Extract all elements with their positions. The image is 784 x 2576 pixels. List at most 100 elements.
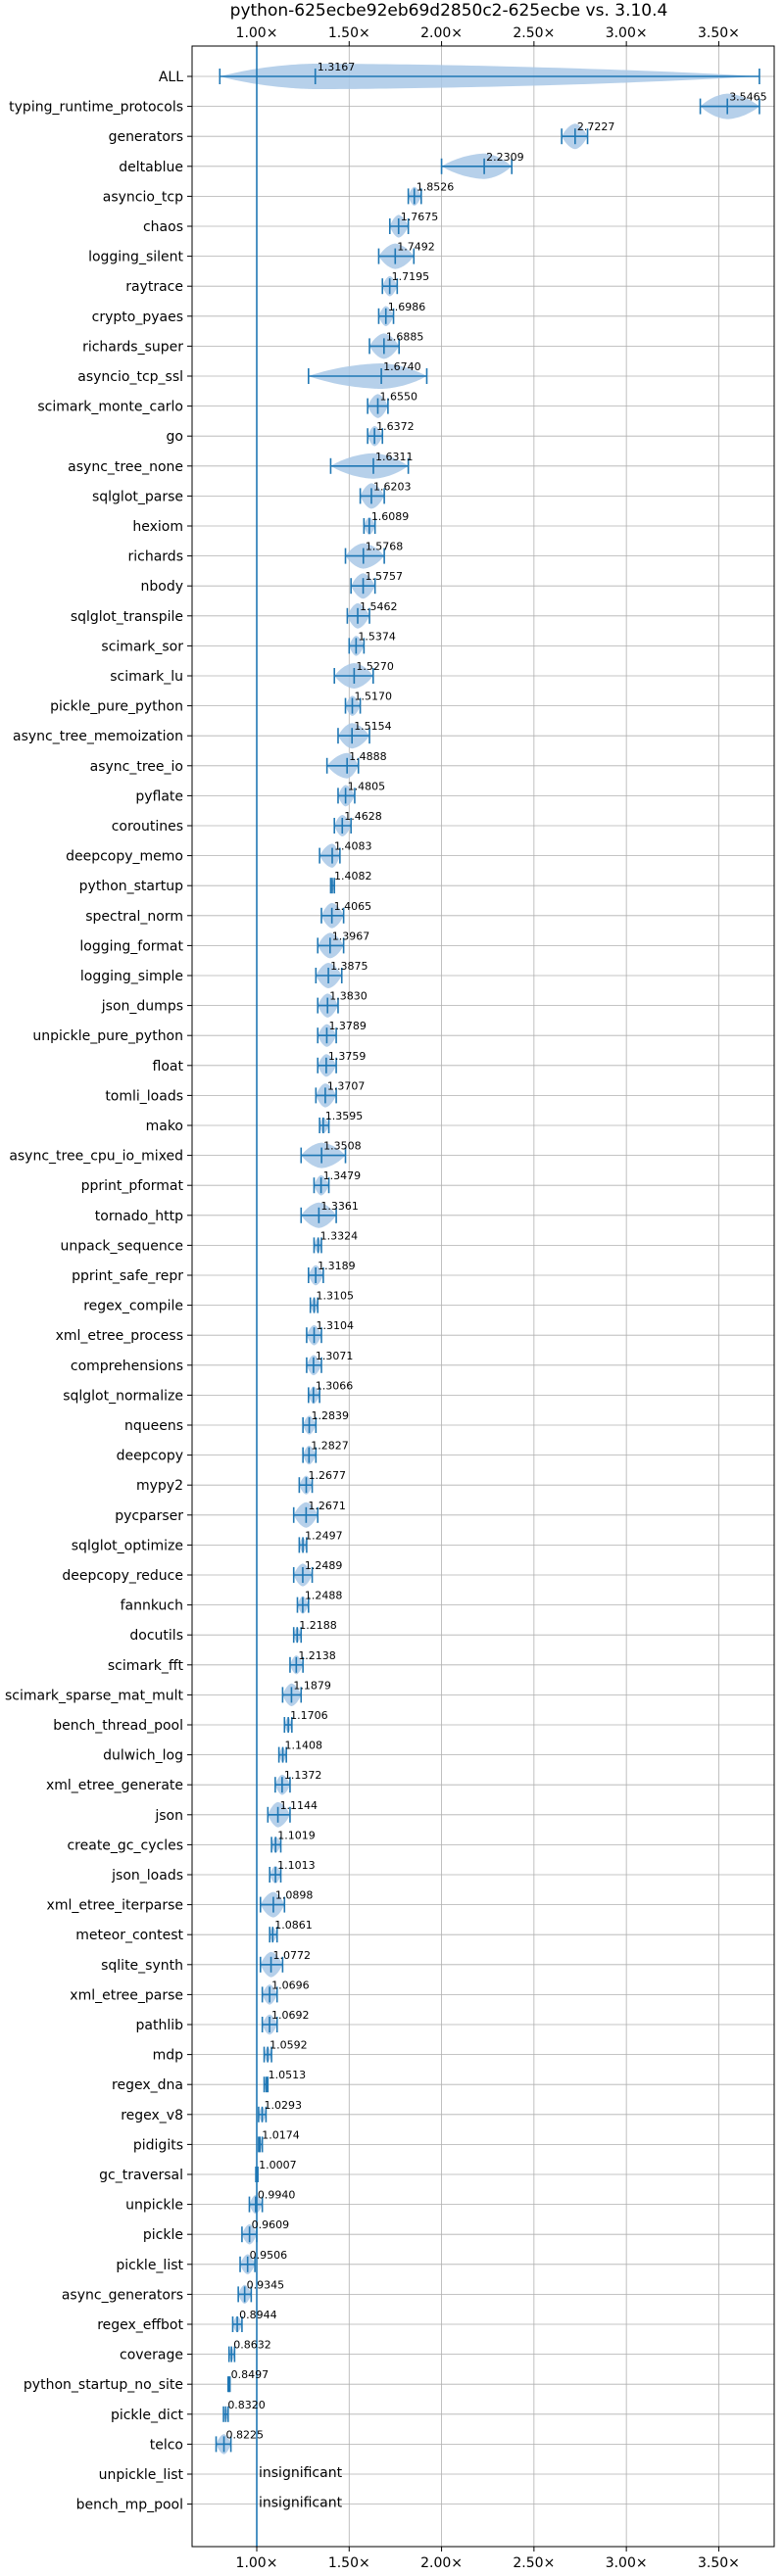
y-tick-label: ALL <box>159 70 183 85</box>
value-label: 0.8225 <box>226 2428 265 2441</box>
y-tick-label: bench_thread_pool <box>53 1718 183 1734</box>
value-label: 1.7195 <box>392 270 430 283</box>
y-tick-label: fannkuch <box>121 1598 183 1614</box>
value-label: 1.3789 <box>328 1020 367 1032</box>
y-tick-label: async_tree_io <box>90 759 183 775</box>
value-label: 0.8944 <box>239 2309 277 2321</box>
value-label: 1.6311 <box>375 451 414 463</box>
value-label: 1.2671 <box>308 1500 346 1512</box>
y-tick-label: unpickle <box>125 2198 183 2214</box>
y-tick-label: richards_super <box>82 339 183 355</box>
value-label: 1.4805 <box>348 780 386 792</box>
y-tick-label: dulwich_log <box>103 1748 183 1764</box>
y-tick-label: richards <box>128 549 184 565</box>
insignificant-label: insignificant <box>259 2496 343 2511</box>
y-tick-label: comprehensions <box>71 1359 183 1374</box>
x-tick-label-bottom: 3.00× <box>606 2555 648 2571</box>
y-tick-label: deepcopy_memo <box>66 849 183 865</box>
value-label: 1.3707 <box>327 1079 366 1092</box>
value-label: 0.8632 <box>233 2339 271 2352</box>
y-tick-label: tornado_http <box>95 1209 183 1224</box>
y-tick-label: coroutines <box>112 819 183 835</box>
value-label: 1.2827 <box>311 1440 349 1453</box>
x-tick-label-top: 3.00× <box>606 25 648 41</box>
y-tick-label: mypy2 <box>136 1478 183 1494</box>
x-tick-label-top: 3.50× <box>698 25 740 41</box>
x-tick-label-bottom: 1.00× <box>236 2555 278 2571</box>
value-label: 0.9940 <box>258 2189 296 2202</box>
value-label: 2.7227 <box>577 120 615 133</box>
y-tick-label: sqlglot_optimize <box>72 1538 183 1553</box>
y-tick-label: pickle_list <box>116 2258 183 2273</box>
value-label: 1.3066 <box>316 1379 354 1392</box>
y-tick-label: deepcopy_reduce <box>62 1568 183 1584</box>
value-label: 1.0696 <box>271 1979 310 1991</box>
y-tick-label: sqlite_synth <box>101 1958 183 1974</box>
value-label: 1.3875 <box>330 960 368 973</box>
value-label: 1.3830 <box>329 990 368 1003</box>
value-label: 1.8526 <box>416 180 455 193</box>
value-label: 1.2188 <box>299 1619 337 1632</box>
value-label: 1.5462 <box>360 600 398 613</box>
y-tick-label: crypto_pyaes <box>92 310 183 325</box>
y-tick-label: xml_etree_process <box>56 1328 183 1344</box>
value-label: 1.0898 <box>275 1889 314 1902</box>
y-tick-label: hexiom <box>132 519 183 535</box>
value-label: 1.1879 <box>293 1679 331 1692</box>
value-label: 1.5154 <box>354 720 392 733</box>
value-label: 1.3071 <box>316 1350 354 1362</box>
value-label: 1.6089 <box>371 510 410 523</box>
y-tick-label: typing_runtime_protocols <box>9 100 183 116</box>
value-label: 1.6372 <box>376 420 415 433</box>
y-tick-label: mako <box>146 1119 183 1134</box>
value-label: 1.0861 <box>274 1919 313 1932</box>
x-tick-label-top: 1.50× <box>328 25 370 41</box>
value-label: 1.1013 <box>277 1859 316 1872</box>
value-label: 2.2309 <box>486 151 523 164</box>
value-label: 1.6203 <box>373 480 412 493</box>
x-tick-label-top: 1.00× <box>236 25 278 41</box>
y-tick-label: scimark_monte_carlo <box>37 400 183 415</box>
y-tick-label: regex_v8 <box>121 2108 183 2123</box>
value-label: 1.3189 <box>318 1260 356 1272</box>
y-tick-label: deltablue <box>119 160 183 175</box>
value-label: 1.3105 <box>317 1290 355 1303</box>
y-tick-label: python_startup_no_site <box>24 2377 183 2393</box>
x-tick-label-bottom: 1.50× <box>328 2555 370 2571</box>
y-tick-label: meteor_contest <box>75 1928 183 1943</box>
x-tick-label-top: 2.50× <box>513 25 555 41</box>
y-tick-label: async_tree_none <box>68 459 183 475</box>
y-tick-label: pickle <box>143 2227 183 2243</box>
y-tick-label: async_tree_cpu_io_mixed <box>9 1149 183 1165</box>
x-tick-label-bottom: 3.50× <box>698 2555 740 2571</box>
y-tick-label: sqlglot_parse <box>92 489 183 504</box>
value-label: 1.3361 <box>320 1200 359 1213</box>
value-label: 1.1144 <box>280 1799 318 1812</box>
value-label: 1.4888 <box>349 750 387 763</box>
y-tick-label: float <box>153 1059 184 1074</box>
value-label: 1.3759 <box>328 1050 367 1063</box>
value-label: 1.3479 <box>323 1169 362 1182</box>
value-label: 1.6740 <box>383 360 421 373</box>
y-tick-label: sqlglot_normalize <box>63 1388 183 1404</box>
y-tick-label: pyflate <box>135 788 183 804</box>
y-tick-label: mdp <box>153 2048 184 2064</box>
y-tick-label: regex_effbot <box>97 2317 183 2333</box>
y-tick-label: spectral_norm <box>85 909 183 925</box>
y-tick-label: gc_traversal <box>99 2168 183 2183</box>
value-label: 1.5374 <box>358 630 396 643</box>
y-tick-label: deepcopy <box>117 1449 183 1464</box>
grid-layer <box>192 46 774 2547</box>
value-label: 1.0592 <box>270 2039 308 2052</box>
value-label: 1.0293 <box>265 2099 303 2112</box>
value-label: 0.9609 <box>252 2218 290 2231</box>
value-label: 1.4083 <box>334 840 372 853</box>
value-label: 1.0513 <box>269 2069 307 2081</box>
value-label: 1.3508 <box>323 1140 362 1153</box>
y-tick-label: xml_etree_iterparse <box>47 1898 183 1914</box>
value-label: 0.9506 <box>250 2249 288 2262</box>
plot-frame <box>191 45 775 2548</box>
x-tick-label-bottom: 2.50× <box>513 2555 555 2571</box>
value-label: 1.5270 <box>356 660 394 673</box>
y-tick-label: json_loads <box>111 1868 183 1884</box>
